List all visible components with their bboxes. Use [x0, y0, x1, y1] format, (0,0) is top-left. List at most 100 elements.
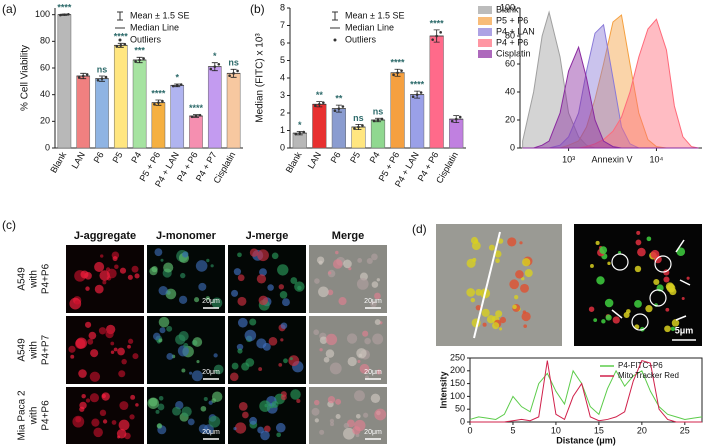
cell-signal [670, 326, 676, 332]
cell-signal [290, 389, 301, 400]
cell-signal [205, 296, 210, 301]
cell-signal [497, 238, 504, 244]
y-tick-label: 0 [460, 416, 465, 426]
x-tick-label: 5 [510, 425, 515, 435]
row-label: A549 [17, 267, 28, 291]
x-tick-label: P5 [348, 150, 362, 165]
y-tick-label: 100 [450, 391, 465, 401]
cell-signal [612, 316, 620, 324]
cell-signal [118, 419, 130, 431]
cell-signal [91, 418, 100, 427]
bar [226, 73, 241, 149]
x-tick-label: P6 [92, 150, 106, 165]
cell-signal [203, 397, 208, 402]
x-axis-label: Distance (μm) [556, 435, 616, 445]
cell-signal [347, 356, 357, 367]
data-point [298, 131, 302, 135]
bar [95, 78, 109, 149]
data-point [161, 99, 164, 103]
data-point [415, 93, 419, 96]
x-tick-label: 0 [467, 425, 472, 435]
cell-signal [362, 330, 369, 337]
cell-signal [635, 239, 642, 246]
cell-signal [68, 345, 76, 353]
cell-signal [296, 398, 301, 404]
cell-signal [101, 393, 106, 399]
significance-label: *** [134, 46, 145, 56]
cell-signal [596, 276, 605, 285]
cell-signal [522, 258, 531, 267]
cell-signal [154, 248, 163, 257]
data-point [67, 12, 70, 16]
cell-signal [236, 343, 244, 351]
x-tick-label: 20 [637, 425, 647, 435]
cell-signal [149, 267, 158, 276]
cell-signal [521, 311, 531, 322]
cell-signal [676, 247, 686, 257]
cell-signal [194, 297, 200, 303]
cell-signal [87, 338, 94, 345]
cell-signal [653, 278, 660, 286]
y-tick-label: 60 [505, 58, 515, 68]
legend-swatch [478, 6, 492, 14]
cell-signal [229, 372, 239, 382]
cell-signal [278, 363, 283, 367]
cell-signal [231, 362, 239, 370]
significance-label: **** [410, 80, 425, 90]
x-axis-label: Annexin V [591, 154, 632, 164]
cell-signal [499, 327, 503, 331]
cell-signal [157, 403, 165, 411]
scale-bar-label: 20μm [202, 298, 220, 305]
cell-signal [102, 280, 107, 285]
cell-signal [370, 393, 381, 403]
cell-signal [665, 307, 670, 312]
cell-signal [357, 359, 361, 364]
cell-signal [471, 241, 481, 251]
profile-line-marker [473, 231, 501, 339]
y-tick-label: 4 [280, 72, 285, 82]
legend-symbol [333, 38, 337, 42]
scale-bar-label: 20μm [202, 369, 220, 376]
data-point [419, 91, 423, 94]
cell-signal [283, 358, 288, 364]
cell-signal [356, 278, 369, 290]
scale-bar-label: 20μm [364, 429, 382, 436]
bar [429, 35, 444, 149]
x-tick-label: P5 [110, 150, 124, 165]
x-tick-label: P4 [129, 150, 143, 165]
bar [312, 104, 327, 149]
row-label: A549 [17, 338, 28, 362]
significance-label: ** [316, 90, 324, 100]
column-header: J-merge [246, 230, 289, 242]
cell-signal [482, 322, 487, 327]
arrow [675, 239, 685, 253]
cell-signal [319, 348, 323, 352]
data-point [294, 132, 298, 136]
significance-label: ** [335, 94, 343, 104]
cell-signal [466, 288, 476, 297]
cell-signal [79, 401, 87, 410]
cell-signal [147, 397, 159, 409]
y-tick-label: 5 [280, 55, 285, 65]
y-tick-label: 40 [40, 89, 50, 99]
cell-signal [593, 318, 598, 322]
cell-signal [280, 322, 288, 330]
cell-signal [374, 319, 381, 326]
cell-signal [370, 300, 377, 308]
cell-signal [634, 265, 642, 273]
cell-signal [363, 412, 369, 418]
data-point [400, 69, 403, 72]
legend-swatch [478, 17, 492, 25]
cell-signal [325, 333, 338, 346]
significance-label: * [175, 72, 179, 82]
cell-signal [514, 295, 519, 300]
cell-signal [327, 289, 334, 296]
data-point [228, 74, 231, 78]
cell-signal [278, 284, 285, 290]
data-point [454, 117, 458, 121]
cell-signal [233, 427, 237, 431]
cell-signal [352, 426, 361, 435]
cell-signal [366, 257, 373, 265]
data-point [142, 57, 145, 60]
cell-signal [182, 251, 189, 258]
